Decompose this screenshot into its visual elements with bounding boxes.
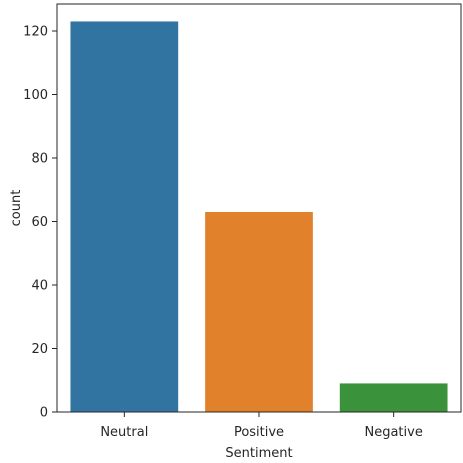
x-tick-label: Negative bbox=[364, 425, 422, 440]
x-axis-title: Sentiment bbox=[225, 446, 292, 461]
y-tick-label: 40 bbox=[31, 278, 48, 293]
x-tick-label: Neutral bbox=[100, 425, 148, 440]
y-tick-label: 120 bbox=[23, 24, 48, 39]
x-axis: Neutral Positive Negative bbox=[100, 412, 423, 440]
x-tick-label: Positive bbox=[234, 425, 284, 440]
y-tick-label: 60 bbox=[31, 215, 48, 230]
y-tick-label: 100 bbox=[23, 88, 48, 103]
bars-group bbox=[70, 21, 448, 412]
y-tick-label: 0 bbox=[40, 406, 48, 421]
bar-neutral bbox=[70, 21, 179, 412]
bar-negative bbox=[339, 383, 448, 412]
y-axis: 0 20 40 60 80 100 120 bbox=[23, 24, 57, 421]
bar-positive bbox=[205, 211, 313, 412]
plot-frame bbox=[56, 3, 462, 413]
y-tick-label: 20 bbox=[31, 342, 48, 357]
y-tick-label: 80 bbox=[31, 151, 48, 166]
y-axis-title: count bbox=[9, 190, 24, 227]
